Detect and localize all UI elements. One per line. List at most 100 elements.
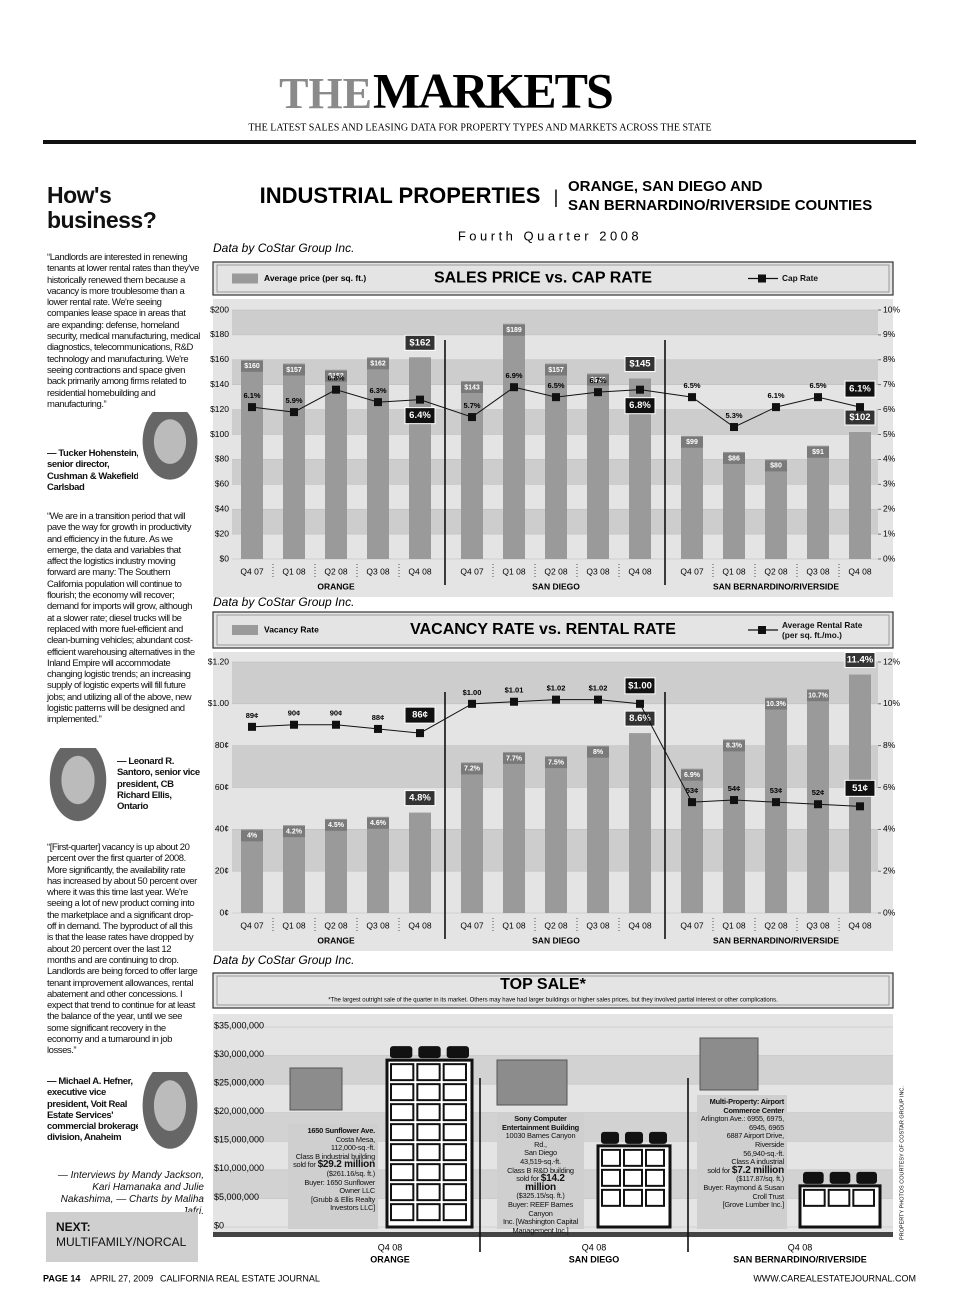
value-label-box — [587, 374, 609, 386]
x-tick-label: Q4 08 — [378, 1242, 403, 1252]
value-label: 6.5% — [809, 381, 826, 390]
value-label: $160 — [244, 363, 260, 370]
value-label-box — [765, 460, 787, 472]
value-label: 53¢ — [686, 786, 699, 795]
sale-prefix: sold for — [516, 1174, 539, 1184]
line-marker — [416, 395, 424, 404]
value-label-box — [807, 446, 829, 458]
property-line: ($117.87/sq. ft.) — [736, 1174, 784, 1184]
chart-source: Data by CoStar Group Inc. — [213, 595, 354, 609]
legend-label: Vacancy Rate — [264, 624, 319, 634]
building-window — [442, 1163, 467, 1182]
line-marker — [730, 423, 738, 432]
value-label-box — [404, 334, 436, 351]
value-label: $99 — [686, 439, 698, 446]
building-window — [442, 1203, 467, 1222]
value-label-box — [461, 763, 483, 775]
bar — [283, 825, 305, 913]
y2-tick-label: 2% — [883, 503, 896, 513]
value-label-box — [624, 677, 656, 695]
line-marker — [290, 720, 298, 729]
line-marker — [636, 699, 644, 708]
legend-box — [212, 972, 894, 1009]
section-period: Fourth Quarter 2008 — [458, 228, 642, 243]
line-marker — [730, 796, 738, 805]
x-tick-label: Q4 07 — [240, 566, 263, 576]
footer-url: WWW.CAREALESTATEJOURNAL.COM — [753, 1273, 916, 1283]
y-tick-label: $200 — [210, 304, 229, 314]
value-label-box — [367, 358, 389, 370]
group-label: SAN DIEGO — [532, 581, 580, 591]
sale-prefix: sold for — [707, 1165, 731, 1175]
value-label: 7.7% — [506, 755, 523, 762]
y-tick-label: $10,000,000 — [214, 1163, 264, 1173]
y2-tick-label: 4% — [883, 454, 896, 464]
section-counties: SAN BERNARDINO/RIVERSIDE COUNTIES — [568, 197, 872, 214]
building-window — [827, 1188, 851, 1207]
line-marker — [374, 398, 382, 407]
building-window — [442, 1103, 467, 1122]
legend-marker — [758, 626, 766, 634]
property-line: 6887 Airport Drive, — [726, 1131, 785, 1141]
bar — [409, 357, 431, 559]
x-tick-label: Q2 08 — [544, 566, 567, 576]
group-label: SAN DIEGO — [532, 935, 580, 945]
y2-tick-label: 10% — [883, 698, 900, 708]
value-label: $189 — [506, 327, 522, 334]
quote: “Landlords are interested in renewing te… — [47, 252, 200, 410]
y-tick-label: $20 — [215, 528, 229, 538]
y-tick-label: $120 — [210, 404, 229, 414]
building-window — [416, 1103, 441, 1122]
building-window — [416, 1123, 441, 1142]
line-marker — [688, 393, 696, 402]
value-label: $162 — [370, 361, 386, 368]
sale-prefix: sold for — [293, 1160, 316, 1170]
headshot — [138, 412, 202, 486]
x-tick-label: Q4 08 — [408, 566, 431, 576]
line-marker — [856, 403, 864, 412]
y2-tick-label: 8% — [883, 740, 896, 750]
line-marker — [594, 388, 602, 397]
line-marker — [814, 393, 822, 402]
building-window — [442, 1083, 467, 1102]
x-tick-label: Q4 08 — [582, 1242, 607, 1252]
y-tick-label: 60¢ — [215, 782, 229, 792]
value-label-box — [723, 740, 745, 752]
value-label: 6.7% — [589, 376, 606, 385]
value-label: 6.8% — [629, 400, 651, 411]
value-label: 5.7% — [463, 401, 480, 410]
property-line: 10030 Barnes Canyon Rd., — [505, 1131, 576, 1149]
masthead-subtitle: THE LATEST SALES AND LEASING DATA FOR PR… — [248, 122, 711, 133]
group-label: SAN BERNARDINO/RIVERSIDE — [713, 581, 839, 591]
chart-title: SALES PRICE vs. CAP RATE — [434, 270, 652, 287]
x-tick-label: Q3 08 — [366, 920, 389, 930]
y-tick-label: 20¢ — [215, 865, 229, 875]
property-photo — [496, 1059, 568, 1106]
value-label-box — [404, 706, 436, 724]
building-window — [390, 1143, 415, 1162]
building-window — [442, 1143, 467, 1162]
bar — [283, 363, 305, 559]
value-label: $91 — [812, 449, 824, 456]
x-tick-label: Q1 08 — [502, 566, 525, 576]
value-label: 8% — [593, 749, 604, 756]
x-tick-label: Q4 08 — [788, 1242, 813, 1252]
value-label-box — [844, 779, 876, 797]
group-label: ORANGE — [317, 581, 355, 591]
property-line: [Grubb & Ellis Realty — [311, 1194, 375, 1204]
bar — [503, 323, 525, 559]
property-line: Class B R&D building — [507, 1165, 574, 1175]
y-tick-label: $15,000,000 — [214, 1135, 264, 1145]
sale-line: sold for $7.2 million — [700, 1165, 784, 1176]
property-line: San Diego — [524, 1148, 557, 1158]
y-tick-label: $180 — [210, 329, 229, 339]
bar — [325, 818, 347, 913]
bar — [409, 812, 431, 913]
header-rule — [43, 140, 916, 144]
x-tick-label: Q2 08 — [764, 920, 787, 930]
section-title: INDUSTRIAL PROPERTIES — [260, 183, 541, 208]
value-label-box — [241, 830, 263, 842]
value-label-box — [681, 769, 703, 781]
legend-marker — [758, 274, 766, 283]
